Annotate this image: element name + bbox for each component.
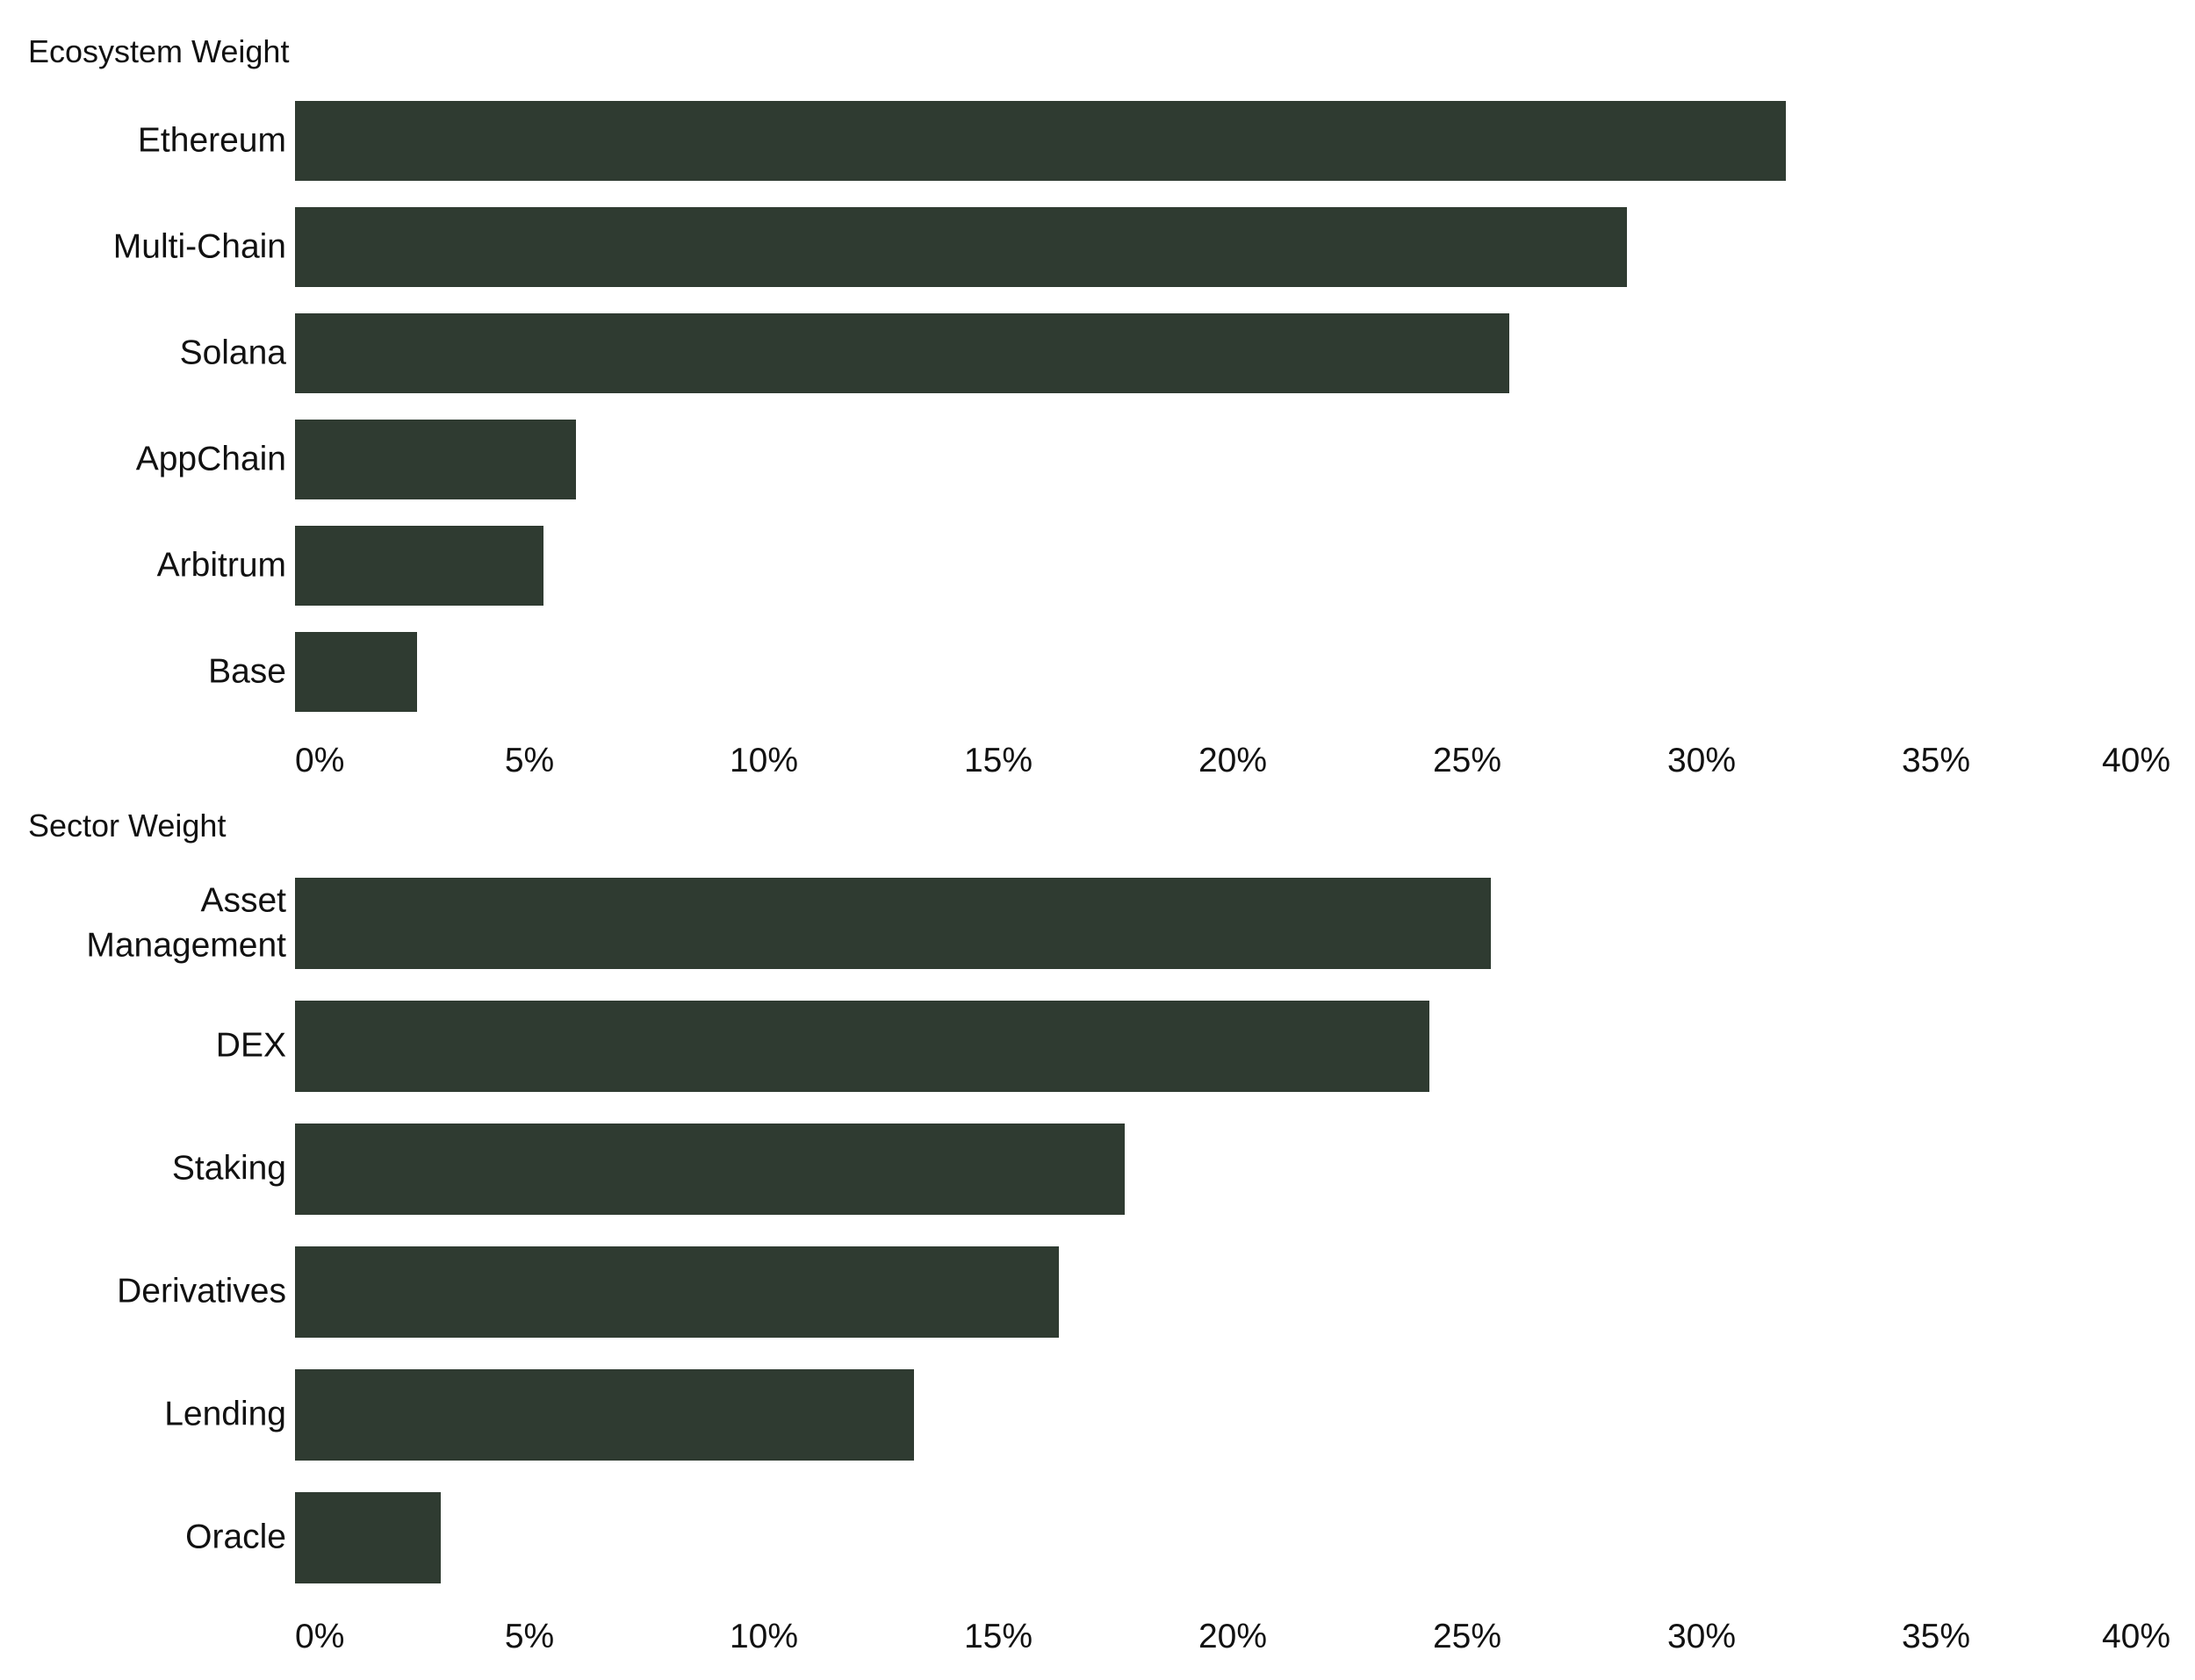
bar [295,313,1510,393]
x-tick-label: 20% [1198,1618,1268,1655]
x-tick-label: 15% [963,1618,1033,1655]
x-tick-label: 5% [504,742,555,779]
x-tick-label: 5% [504,1618,555,1655]
x-tick-label: 0% [295,742,345,779]
bar [295,1492,441,1583]
y-tick-label: Solana [179,334,286,372]
chart-title: Ecosystem Weight [28,33,290,69]
y-tick-label: Ethereum [137,121,286,160]
bar [295,878,1491,969]
y-tick-label: Lending [164,1395,286,1433]
x-tick-label: 10% [729,742,799,779]
x-tick-label: 40% [2101,742,2170,779]
x-tick-label: 0% [295,1618,345,1655]
bar [295,420,577,499]
bar [295,632,417,712]
bar [295,207,1627,287]
x-tick-label: 25% [1432,742,1502,779]
y-tick-label: Base [208,652,286,691]
bar [295,1369,914,1461]
x-tick-label: 25% [1432,1618,1502,1655]
bar [295,1124,1126,1215]
chart-title: Sector Weight [28,808,227,844]
y-tick-label: Staking [171,1149,286,1188]
y-tick-label: Oracle [185,1518,286,1556]
x-tick-label: 20% [1198,742,1268,779]
bar [295,1001,1430,1092]
bar [295,101,1787,181]
x-tick-label: 10% [729,1618,799,1655]
y-tick-label: Arbitrum [156,546,286,585]
y-tick-label: Multi-Chain [112,227,286,266]
y-tick-label: AppChain [135,440,286,478]
x-tick-label: 15% [963,742,1033,779]
x-tick-label: 35% [1901,742,1971,779]
bar [295,526,544,606]
y-tick-label: Derivatives [117,1272,286,1310]
x-tick-label: 35% [1901,1618,1971,1655]
y-tick-label: Asset Management [86,881,286,964]
x-tick-label: 30% [1666,1618,1737,1655]
x-tick-label: 40% [2101,1618,2170,1655]
x-tick-label: 30% [1666,742,1737,779]
y-tick-label: DEX [215,1026,286,1065]
bar [295,1246,1060,1338]
